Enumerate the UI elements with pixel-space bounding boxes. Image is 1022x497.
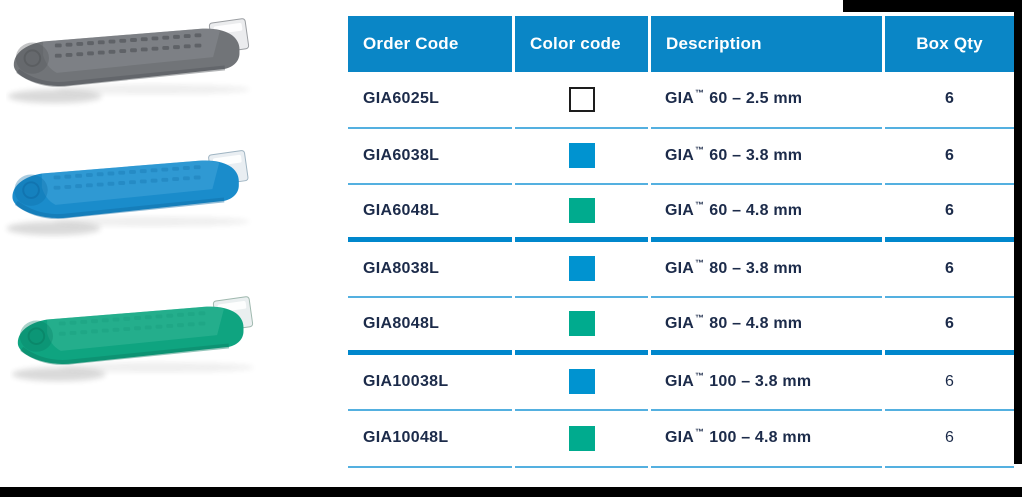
trademark-symbol: ™	[695, 144, 705, 155]
description-cell: GIA ™ 100 – 3.8 mm	[651, 355, 882, 411]
order-code: GIA6038L	[363, 146, 440, 164]
trademark-symbol: ™	[695, 427, 705, 438]
color-swatch	[568, 369, 595, 395]
color-code-cell	[515, 411, 648, 468]
color-code-cell	[515, 242, 648, 298]
box-qty-value: 6	[945, 429, 954, 447]
box-qty-value: 6	[945, 90, 954, 108]
color-swatch	[568, 425, 595, 451]
brand-text: GIA	[665, 372, 695, 390]
order-code-cell: GIA10038L	[348, 355, 512, 411]
column-header-box-qty: Box Qty	[885, 16, 1014, 72]
size-text: 60 – 3.8 mm	[709, 146, 803, 164]
table-row: GIA8048L GIA ™ 80 – 4.8 mm 6	[348, 298, 1014, 355]
order-code: GIA10048L	[363, 429, 449, 447]
order-code-cell: GIA6048L	[348, 185, 512, 242]
order-code-cell: GIA10048L	[348, 411, 512, 468]
page-edge-right	[1014, 0, 1022, 464]
column-header-order-code: Order Code	[348, 16, 512, 72]
box-qty-value: 6	[945, 146, 954, 164]
description-cell: GIA ™ 60 – 2.5 mm	[651, 72, 882, 129]
order-code: GIA8048L	[363, 314, 440, 332]
color-swatch	[568, 256, 595, 282]
table-row: GIA6038L GIA ™ 60 – 3.8 mm 6	[348, 129, 1014, 185]
description-cell: GIA ™ 80 – 4.8 mm	[651, 298, 882, 355]
table-row: GIA6048L GIA ™ 60 – 4.8 mm 6	[348, 185, 1014, 242]
trademark-symbol: ™	[695, 199, 705, 210]
order-code-cell: GIA6038L	[348, 129, 512, 185]
box-qty-value: 6	[945, 259, 954, 277]
description-cell: GIA ™ 60 – 4.8 mm	[651, 185, 882, 242]
box-qty-cell: 6	[885, 129, 1014, 185]
column-header-description: Description	[651, 16, 882, 72]
color-code-cell	[515, 355, 648, 411]
table-header-row: Order Code Color code Description Box Qt…	[348, 16, 1014, 72]
description-cell: GIA ™ 60 – 3.8 mm	[651, 129, 882, 185]
order-code: GIA10038L	[363, 372, 449, 390]
color-code-cell	[515, 298, 648, 355]
box-qty-value: 6	[945, 201, 954, 219]
page-edge-top-right	[843, 0, 1022, 12]
order-code: GIA8038L	[363, 259, 440, 277]
brand-text: GIA	[665, 429, 695, 447]
brand-text: GIA	[665, 314, 695, 332]
description-cell: GIA ™ 80 – 3.8 mm	[651, 242, 882, 298]
order-table: Order Code Color code Description Box Qt…	[348, 16, 1014, 468]
size-text: 80 – 3.8 mm	[709, 259, 803, 277]
box-qty-cell: 6	[885, 411, 1014, 468]
brand-text: GIA	[665, 146, 695, 164]
column-header-color-code: Color code	[515, 16, 648, 72]
box-qty-cell: 6	[885, 72, 1014, 129]
box-qty-cell: 6	[885, 185, 1014, 242]
product-image-green-reload	[10, 294, 264, 392]
order-code: GIA6025L	[363, 90, 440, 108]
size-text: 100 – 3.8 mm	[709, 372, 812, 390]
size-text: 60 – 4.8 mm	[709, 201, 803, 219]
size-text: 100 – 4.8 mm	[709, 429, 812, 447]
page-edge-bottom	[0, 487, 1022, 497]
trademark-symbol: ™	[695, 88, 705, 99]
table-row: GIA10038L GIA ™ 100 – 3.8 mm 6	[348, 355, 1014, 411]
product-image-gray-reload	[6, 16, 260, 114]
box-qty-value: 6	[945, 314, 954, 332]
box-qty-cell: 6	[885, 298, 1014, 355]
table-row: GIA6025L GIA ™ 60 – 2.5 mm 6	[348, 72, 1014, 129]
size-text: 60 – 2.5 mm	[709, 90, 803, 108]
color-code-cell	[515, 185, 648, 242]
brand-text: GIA	[665, 201, 695, 219]
table-body: GIA6025L GIA ™ 60 – 2.5 mm 6 GIA6038L GIA ™…	[348, 72, 1014, 468]
order-code-cell: GIA8038L	[348, 242, 512, 298]
product-image-blue-reload	[0, 148, 264, 246]
trademark-symbol: ™	[695, 257, 705, 268]
brand-text: GIA	[665, 259, 695, 277]
color-swatch	[568, 198, 595, 224]
order-code-cell: GIA8048L	[348, 298, 512, 355]
table-row: GIA8038L GIA ™ 80 – 3.8 mm 6	[348, 242, 1014, 298]
size-text: 80 – 4.8 mm	[709, 314, 803, 332]
trademark-symbol: ™	[695, 370, 705, 381]
color-swatch	[568, 86, 595, 112]
brand-text: GIA	[665, 90, 695, 108]
color-swatch	[568, 311, 595, 337]
color-code-cell	[515, 72, 648, 129]
color-swatch	[568, 143, 595, 169]
order-code-cell: GIA6025L	[348, 72, 512, 129]
table-row: GIA10048L GIA ™ 100 – 4.8 mm 6	[348, 411, 1014, 468]
order-code: GIA6048L	[363, 201, 440, 219]
description-cell: GIA ™ 100 – 4.8 mm	[651, 411, 882, 468]
box-qty-value: 6	[945, 372, 954, 390]
color-code-cell	[515, 129, 648, 185]
box-qty-cell: 6	[885, 355, 1014, 411]
trademark-symbol: ™	[695, 312, 705, 323]
box-qty-cell: 6	[885, 242, 1014, 298]
